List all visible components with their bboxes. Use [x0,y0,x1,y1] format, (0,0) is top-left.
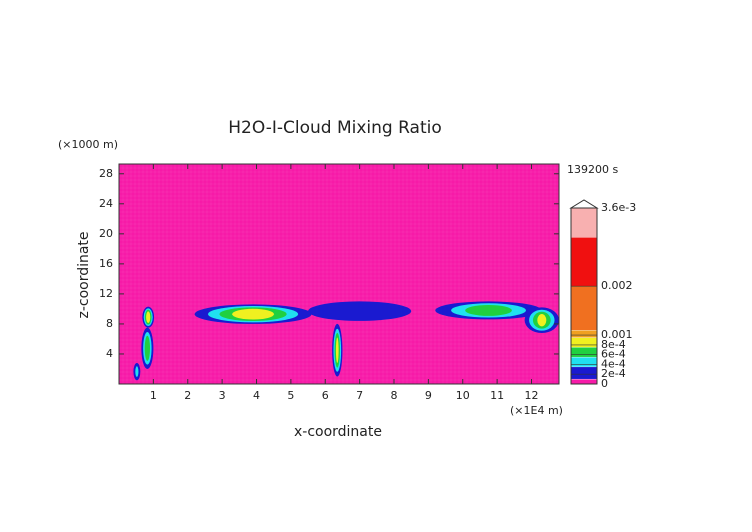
colorbar-band [570,207,598,238]
y-tick-label: 20 [99,227,113,240]
chart-title: H2O-I-Cloud Mixing Ratio [228,118,442,138]
y-tick-label: 28 [99,167,113,180]
x-tick-label: 11 [490,389,504,402]
y-axis-label: z-coordinate [76,231,92,318]
x-tick-label: 5 [287,389,294,402]
colorbar-tick-label: 0 [601,377,608,390]
colorbar-tick-label: 4e-4 [601,357,626,370]
y-tick-label: 24 [99,197,113,210]
colorbar-tick-label: 8e-4 [601,338,626,351]
cloud-contour [135,366,139,377]
y-tick-label: 8 [106,317,113,330]
colorbar-band [570,347,598,358]
x-tick-label: 8 [391,389,398,402]
y-tick-label: 16 [99,257,113,270]
x-tick-label: 4 [253,389,260,402]
regions [133,301,559,381]
cloud-contour [232,308,275,320]
x-tick-label: 6 [322,389,329,402]
colorbar-tick-label: 0.002 [601,279,633,292]
cloud-contour [308,301,412,321]
x-tick-label: 10 [456,389,470,402]
cloud-contour [537,314,547,327]
x-tick-label: 3 [219,389,226,402]
y-tick-label: 12 [99,287,113,300]
colorbar-band [570,356,598,368]
x-tick-label: 1 [150,389,157,402]
colorbar-band [570,330,598,338]
colorbar-band [570,378,598,385]
y-unit-label: (×1000 m) [58,138,118,151]
cloud-contour [144,335,150,361]
x-tick-label: 7 [356,389,363,402]
x-unit-label: (×1E4 m) [510,404,563,417]
colorbar-arrow [569,199,599,209]
colorbar-tick-label: 0.001 [601,328,633,341]
x-axis-label: x-coordinate [294,424,382,440]
x-tick-label: 12 [525,389,539,402]
y-tick-label: 4 [106,347,113,360]
colorbar-tick-label: 6e-4 [601,348,626,361]
colorbar-band [570,337,598,348]
colorbar-band [570,237,598,287]
colorbar-band [570,366,598,380]
cloud-contour [465,304,512,316]
x-tick-label: 2 [184,389,191,402]
time-label: 139200 s [567,163,618,176]
colorbar-tick-label: 3.6e-3 [601,201,636,214]
plot-frame [118,163,560,385]
cloud-contour [335,337,339,363]
x-tick-label: 9 [425,389,432,402]
colorbar-tick-label: 2e-4 [601,367,626,380]
cloud-contour [146,311,151,323]
colorbar-band [570,286,598,331]
